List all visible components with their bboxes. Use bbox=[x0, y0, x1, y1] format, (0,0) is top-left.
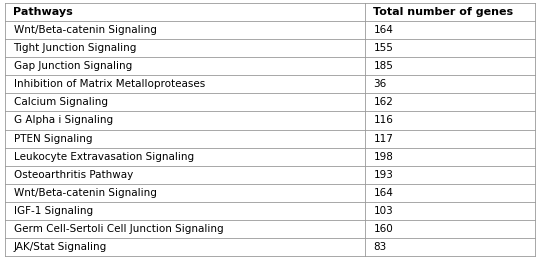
Text: 103: 103 bbox=[373, 206, 393, 216]
Bar bbox=[5, 238, 365, 256]
Text: Wnt/Beta-catenin Signaling: Wnt/Beta-catenin Signaling bbox=[14, 188, 157, 198]
Bar bbox=[5, 75, 365, 93]
Text: 116: 116 bbox=[373, 116, 393, 125]
Text: 162: 162 bbox=[373, 97, 393, 107]
Text: 117: 117 bbox=[373, 134, 393, 143]
Bar bbox=[365, 238, 535, 256]
Bar bbox=[5, 39, 365, 57]
Bar bbox=[5, 184, 365, 202]
Text: Leukocyte Extravasation Signaling: Leukocyte Extravasation Signaling bbox=[14, 152, 194, 162]
Bar bbox=[365, 75, 535, 93]
Bar bbox=[5, 3, 365, 21]
Bar bbox=[365, 130, 535, 148]
Text: 36: 36 bbox=[373, 79, 387, 89]
Text: IGF-1 Signaling: IGF-1 Signaling bbox=[14, 206, 93, 216]
Text: 198: 198 bbox=[373, 152, 393, 162]
Text: 164: 164 bbox=[373, 25, 393, 35]
Text: G Alpha i Signaling: G Alpha i Signaling bbox=[14, 116, 113, 125]
Bar bbox=[365, 57, 535, 75]
Text: 155: 155 bbox=[373, 43, 393, 53]
Bar bbox=[5, 166, 365, 184]
Text: Wnt/Beta-catenin Signaling: Wnt/Beta-catenin Signaling bbox=[14, 25, 157, 35]
Bar bbox=[365, 39, 535, 57]
Bar bbox=[5, 111, 365, 130]
Text: Germ Cell-Sertoli Cell Junction Signaling: Germ Cell-Sertoli Cell Junction Signalin… bbox=[14, 224, 223, 234]
Text: Inhibition of Matrix Metalloproteases: Inhibition of Matrix Metalloproteases bbox=[14, 79, 205, 89]
Bar bbox=[5, 220, 365, 238]
Text: 185: 185 bbox=[373, 61, 393, 71]
Text: 83: 83 bbox=[373, 242, 387, 252]
Text: 160: 160 bbox=[373, 224, 393, 234]
Bar bbox=[365, 184, 535, 202]
Bar bbox=[5, 93, 365, 111]
Bar bbox=[5, 148, 365, 166]
Bar bbox=[365, 220, 535, 238]
Text: Osteoarthritis Pathway: Osteoarthritis Pathway bbox=[14, 170, 133, 180]
Bar bbox=[365, 111, 535, 130]
Text: Tight Junction Signaling: Tight Junction Signaling bbox=[14, 43, 137, 53]
Text: Total number of genes: Total number of genes bbox=[373, 7, 514, 17]
Text: Calcium Signaling: Calcium Signaling bbox=[14, 97, 107, 107]
Text: JAK/Stat Signaling: JAK/Stat Signaling bbox=[14, 242, 107, 252]
Bar bbox=[5, 130, 365, 148]
Text: 193: 193 bbox=[373, 170, 393, 180]
Text: PTEN Signaling: PTEN Signaling bbox=[14, 134, 92, 143]
Bar bbox=[5, 21, 365, 39]
Bar bbox=[5, 57, 365, 75]
Bar bbox=[365, 166, 535, 184]
Bar bbox=[365, 3, 535, 21]
Text: Pathways: Pathways bbox=[14, 7, 73, 17]
Bar bbox=[365, 93, 535, 111]
Bar bbox=[5, 202, 365, 220]
Bar bbox=[365, 21, 535, 39]
Bar bbox=[365, 202, 535, 220]
Bar bbox=[365, 148, 535, 166]
Text: 164: 164 bbox=[373, 188, 393, 198]
Text: Gap Junction Signaling: Gap Junction Signaling bbox=[14, 61, 132, 71]
